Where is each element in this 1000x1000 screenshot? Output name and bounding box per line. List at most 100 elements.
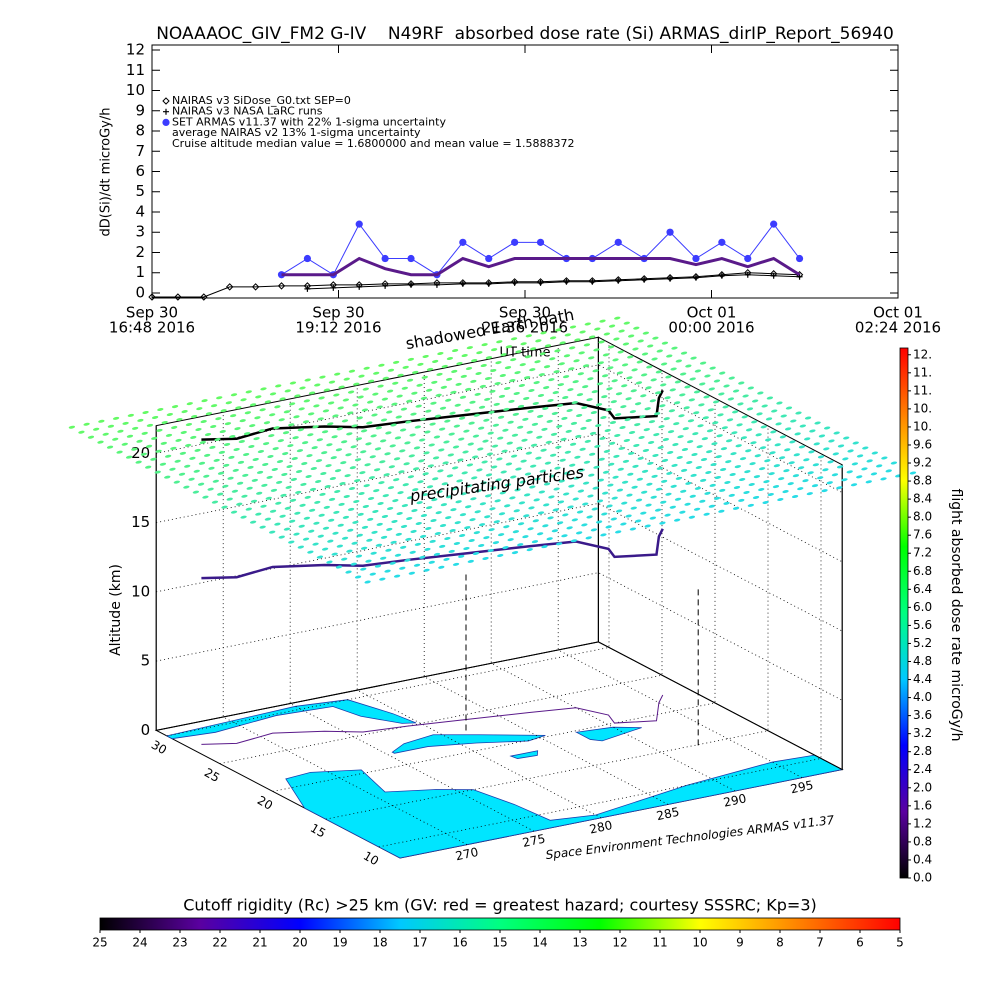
- particle-dot: [575, 434, 582, 438]
- particle-dot: [604, 428, 611, 432]
- particle-dot: [504, 504, 511, 508]
- particle-dot: [507, 420, 514, 424]
- particle-dot: [284, 389, 291, 393]
- colorbar-tick-label: 11.: [913, 365, 932, 379]
- particle-dot: [371, 413, 378, 417]
- particle-dot: [166, 413, 173, 417]
- particle-dot: [724, 480, 731, 484]
- particle-dot: [173, 480, 180, 484]
- particle-dot: [286, 465, 293, 469]
- particle-dot: [271, 467, 278, 471]
- particle-dot: [567, 388, 574, 392]
- particle-dot: [590, 411, 598, 415]
- particle-dot: [603, 332, 610, 336]
- particle-dot: [576, 393, 584, 397]
- particle-dot: [355, 554, 363, 558]
- particle-dot: [234, 427, 241, 431]
- particle-dot: [814, 421, 821, 425]
- particle-dot: [655, 487, 663, 491]
- particle-dot: [190, 435, 197, 439]
- particle-dot: [197, 482, 205, 486]
- particle-dot: [370, 434, 377, 438]
- particle-dot: [569, 325, 577, 329]
- particle-dot: [499, 491, 506, 495]
- particle-dot: [655, 370, 663, 374]
- particle-dot: [245, 390, 252, 394]
- particle-dot: [232, 468, 239, 472]
- particle-dot: [453, 541, 461, 545]
- particle-dot: [362, 387, 369, 391]
- particle-dot: [862, 446, 869, 450]
- particle-dot: [476, 351, 483, 355]
- particle-dot: [723, 501, 730, 505]
- particle-dot: [696, 445, 703, 449]
- particle-dot: [269, 509, 277, 513]
- particle-dot: [319, 492, 326, 496]
- particle-dot: [316, 438, 324, 442]
- particle-dot: [334, 489, 341, 493]
- particle-dot: [699, 382, 706, 386]
- particle-dot: [727, 397, 735, 401]
- particle-dot: [425, 506, 433, 510]
- particle-dot: [365, 442, 372, 446]
- colorbar-tick-label: 3.2: [913, 726, 932, 740]
- particle-dot: [670, 367, 677, 371]
- particle-dot: [539, 352, 546, 356]
- particle-dot: [253, 437, 260, 441]
- colorbar-tick-label: 7: [816, 936, 824, 950]
- flight-track: [201, 528, 664, 580]
- particle-dot: [406, 399, 413, 403]
- y-tick-label: 6: [135, 162, 145, 180]
- particle-dot: [411, 391, 418, 395]
- particle-dot: [818, 434, 826, 438]
- particle-dot: [703, 395, 710, 399]
- particle-dot: [336, 544, 343, 548]
- particle-dot: [752, 495, 760, 499]
- particle-dot: [313, 521, 320, 525]
- particle-dot: [382, 376, 389, 380]
- particle-dot: [478, 544, 485, 548]
- colorbar-tick-label: 9: [736, 936, 744, 950]
- particle-dot: [538, 373, 545, 377]
- particle-dot: [330, 456, 337, 460]
- colorbar-tick-label: 8: [776, 936, 784, 950]
- data-point: [381, 254, 389, 263]
- particle-dot: [493, 520, 500, 524]
- particle-dot: [303, 399, 310, 403]
- particle-dot: [384, 452, 391, 456]
- particle-dot: [692, 432, 699, 436]
- particle-dot: [582, 364, 590, 368]
- particle-dot: [357, 395, 364, 399]
- particle-dot: [194, 448, 201, 452]
- particle-dot: [464, 387, 472, 391]
- particle-dot: [622, 342, 630, 346]
- y-tick-label: 0: [135, 283, 145, 301]
- particle-dot: [125, 455, 133, 459]
- particle-dot: [639, 415, 646, 419]
- colorbar-label: Cutoff rigidity (Rc) >25 km (GV: red = g…: [183, 896, 817, 915]
- particle-dot: [758, 467, 766, 471]
- particle-dot: [614, 433, 621, 437]
- particle-dot: [693, 507, 701, 511]
- particle-dot: [178, 472, 186, 476]
- particle-dot: [566, 408, 573, 412]
- particle-dot: [465, 484, 473, 488]
- particle-dot: [256, 470, 264, 474]
- colorbar-tick-label: 5.6: [913, 618, 932, 632]
- particle-dot: [616, 371, 624, 375]
- particle-dot: [422, 472, 429, 476]
- particle-dot: [199, 440, 206, 444]
- colorbar-tick-label: 8.4: [913, 492, 932, 506]
- particle-dot: [836, 486, 843, 490]
- particle-dot: [748, 483, 755, 487]
- particle-dot: [241, 494, 248, 498]
- particle-dot: [739, 478, 746, 482]
- particle-dot: [871, 451, 878, 455]
- particle-dot: [599, 436, 606, 440]
- particle-dot: [390, 423, 397, 427]
- particle-dot: [799, 424, 806, 428]
- particle-dot: [763, 480, 770, 484]
- particle-dot: [171, 425, 178, 429]
- particle-dot: [710, 463, 717, 467]
- particle-dot: [568, 367, 575, 371]
